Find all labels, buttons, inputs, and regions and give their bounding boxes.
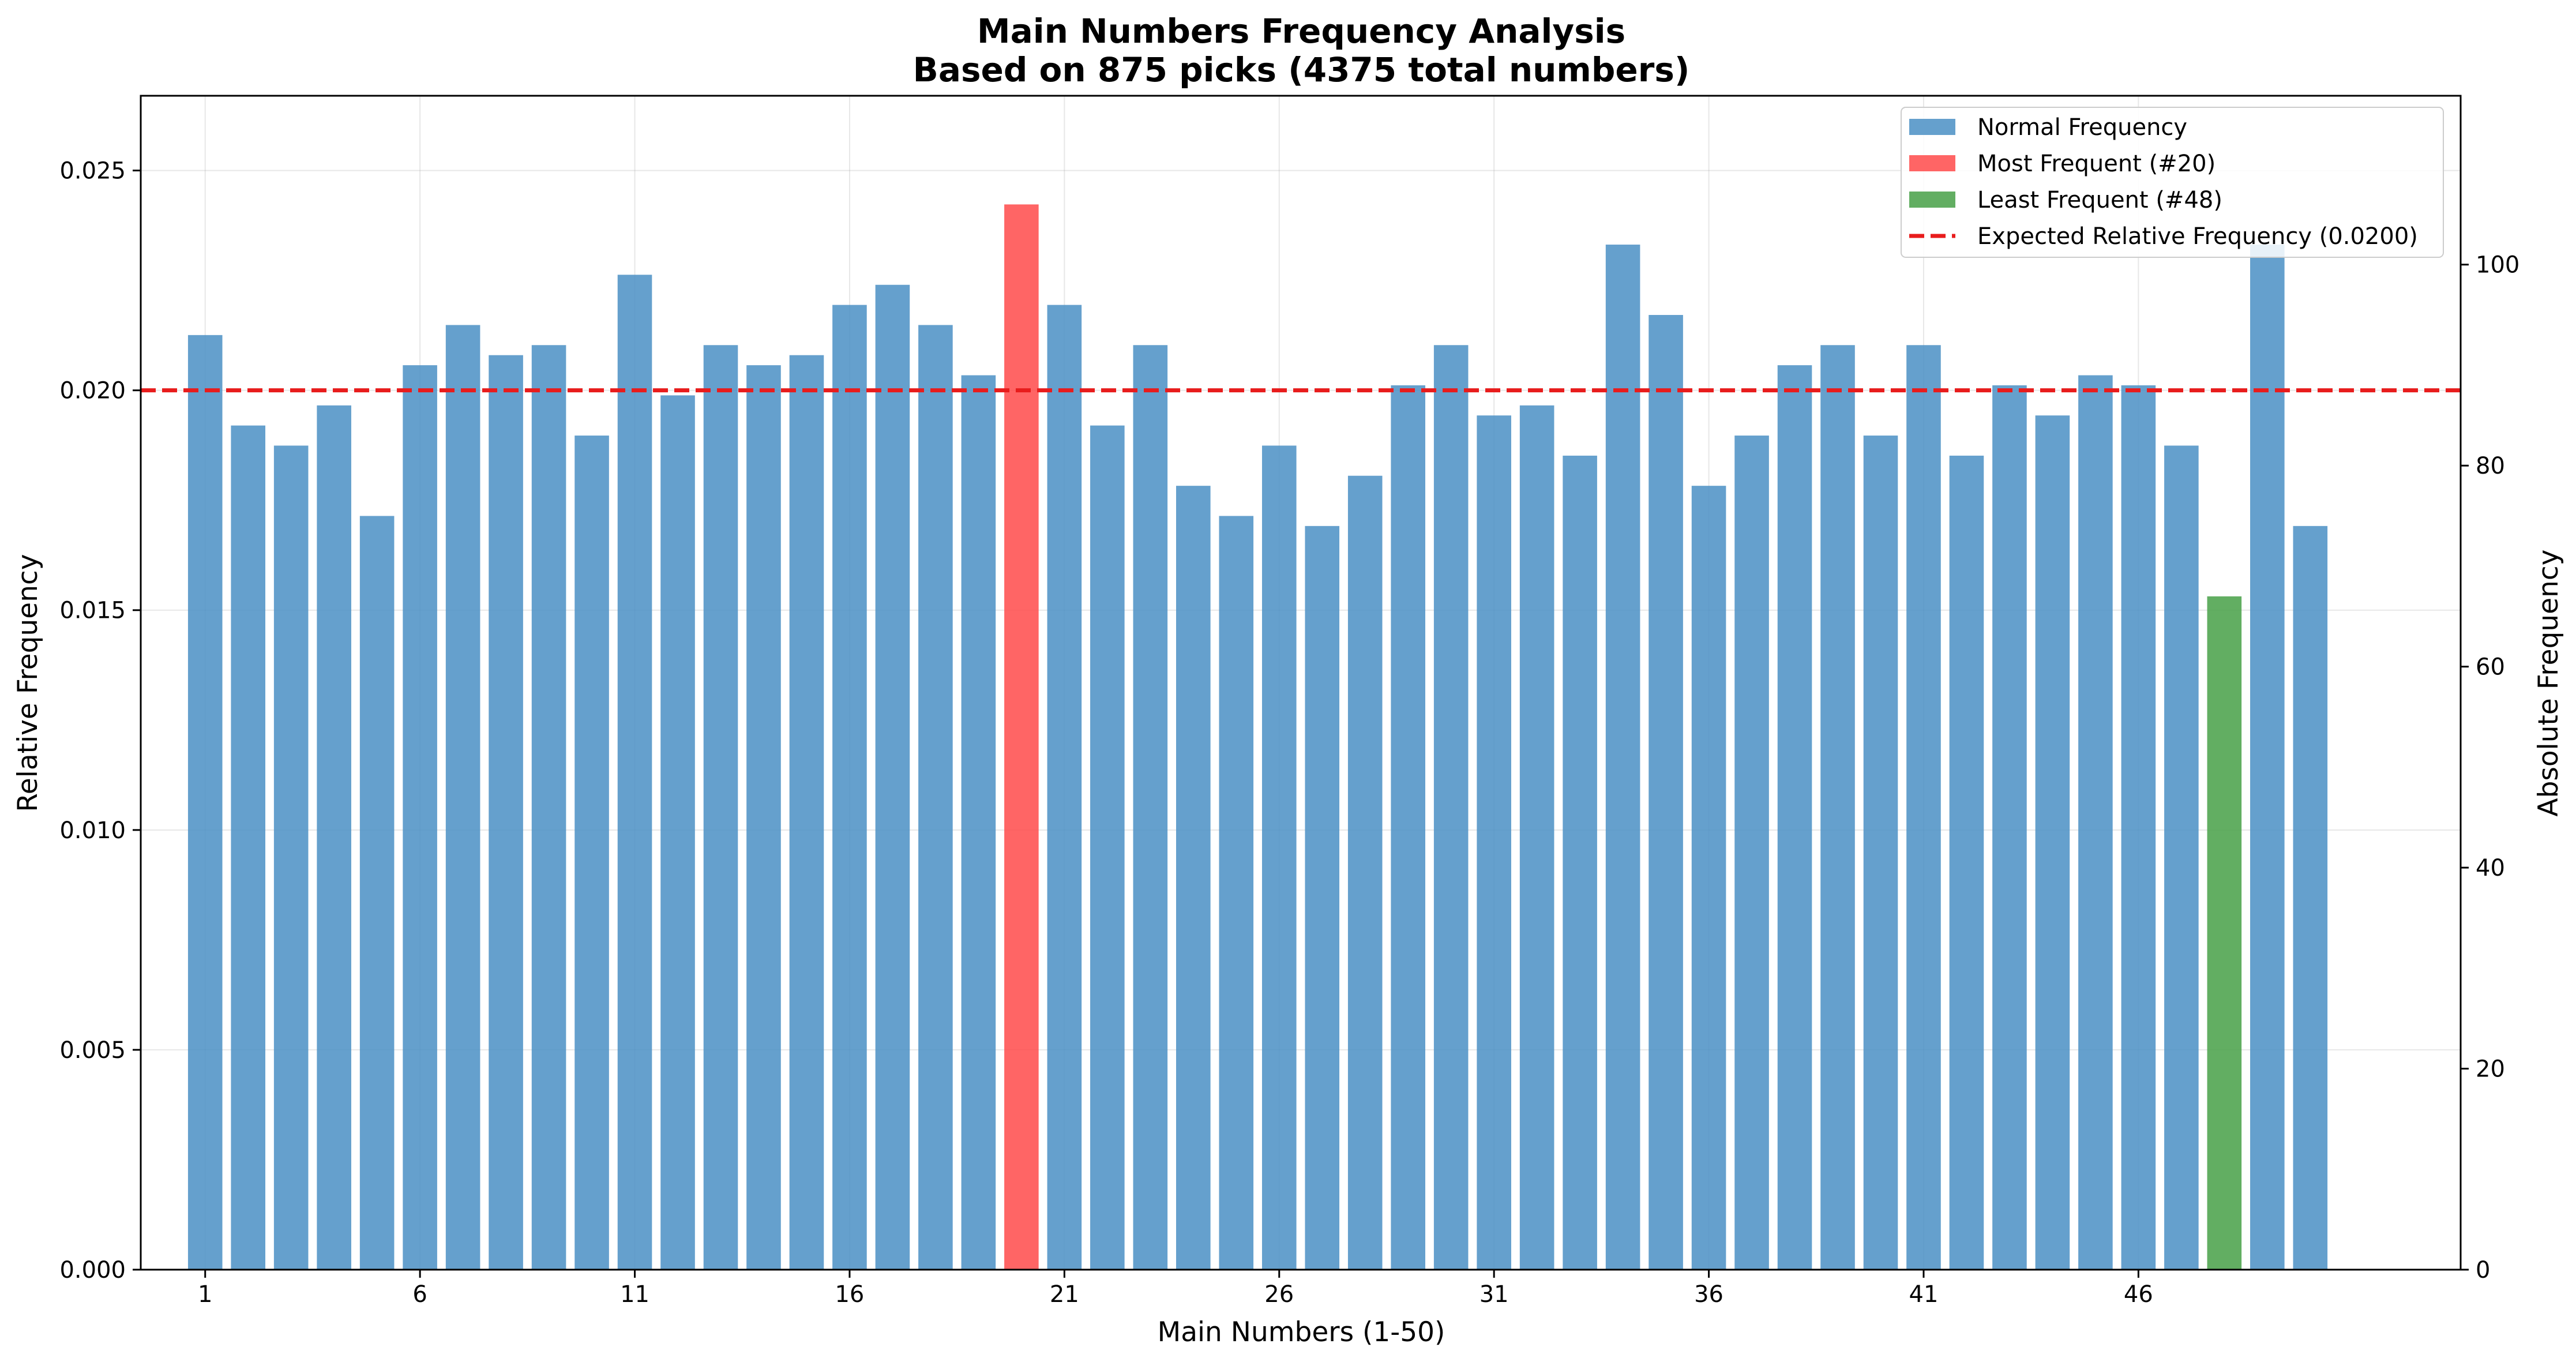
- bar-21: [1047, 305, 1082, 1270]
- x-axis-ticks: 1 6 11 16 21 26 31 36 41 46: [198, 1270, 2153, 1308]
- legend-label-least: Least Frequent (#48): [1977, 187, 2222, 213]
- bar-11: [617, 275, 652, 1270]
- y-axis-label: Relative Frequency: [12, 554, 44, 812]
- chart-title: Main Numbers Frequency Analysis: [977, 12, 1625, 51]
- bar-38: [1777, 365, 1812, 1270]
- bar-19: [961, 375, 996, 1270]
- x-tick-label: 46: [2124, 1281, 2153, 1308]
- bar-6: [403, 365, 437, 1270]
- x-tick-label: 36: [1694, 1281, 1723, 1308]
- plot-frame: [140, 95, 2462, 1271]
- bar-47: [2164, 445, 2199, 1270]
- chart-subtitle: Based on 875 picks (4375 total numbers): [913, 50, 1690, 89]
- bar-40: [1863, 436, 1898, 1270]
- bar-10: [574, 436, 609, 1270]
- y-tick-label: 0.020: [59, 378, 126, 404]
- x-tick-label: 11: [620, 1281, 649, 1308]
- bar-49: [2250, 245, 2285, 1270]
- bar-39: [1820, 345, 1855, 1270]
- bar-1: [187, 335, 223, 1270]
- y-axis-ticks: 0.000 0.005 0.010 0.015 0.020 0.025: [59, 158, 141, 1284]
- bar-3: [273, 445, 309, 1270]
- legend-label-normal: Normal Frequency: [1977, 114, 2187, 141]
- bar-24: [1176, 486, 1211, 1270]
- x-tick-label: 41: [1909, 1281, 1939, 1308]
- bar-4: [317, 405, 351, 1270]
- x-tick-label: 31: [1479, 1281, 1509, 1308]
- legend-label-expected: Expected Relative Frequency (0.0200): [1977, 223, 2418, 250]
- bar-42: [1949, 455, 1984, 1270]
- y2-axis-ticks: 0 20 40 60 80 100: [2461, 252, 2519, 1284]
- bar-8: [489, 355, 523, 1270]
- bar-37: [1734, 436, 1769, 1270]
- bar-32: [1519, 405, 1554, 1270]
- bar-23: [1133, 345, 1168, 1270]
- bar-36: [1691, 486, 1726, 1270]
- legend-label-most: Most Frequent (#20): [1977, 151, 2215, 177]
- bar-17: [875, 284, 910, 1270]
- y2-tick-label: 40: [2476, 855, 2505, 881]
- y2-tick-label: 100: [2476, 252, 2519, 279]
- bar-28: [1347, 475, 1383, 1270]
- y2-tick-label: 60: [2476, 654, 2505, 681]
- bar-34: [1605, 245, 1640, 1270]
- x-tick-label: 16: [835, 1281, 864, 1308]
- bar-43: [1992, 385, 2027, 1270]
- bar-27: [1305, 526, 1340, 1270]
- bar-16: [832, 305, 867, 1270]
- y-tick-label: 0.010: [59, 817, 126, 844]
- legend-swatch-normal: [1909, 119, 1955, 135]
- bar-2: [231, 425, 265, 1270]
- y-tick-label: 0.005: [59, 1037, 126, 1064]
- bar-50: [2293, 526, 2328, 1270]
- bar-35: [1649, 314, 1683, 1270]
- bar-most-frequent-20: [1004, 204, 1039, 1270]
- bar-46: [2121, 385, 2156, 1270]
- legend-swatch-most: [1909, 155, 1955, 171]
- bar-7: [445, 325, 480, 1270]
- bar-45: [2078, 375, 2113, 1270]
- bar-30: [1433, 345, 1469, 1270]
- bar-least-frequent-48: [2207, 596, 2242, 1270]
- bar-31: [1477, 415, 1511, 1270]
- x-tick-label: 1: [198, 1281, 212, 1308]
- legend: Normal Frequency Most Frequent (#20) Least…: [1901, 107, 2444, 258]
- bars: [187, 204, 2328, 1270]
- bar-9: [531, 345, 566, 1270]
- x-tick-label: 26: [1264, 1281, 1294, 1308]
- bar-18: [918, 325, 953, 1270]
- bar-14: [746, 365, 781, 1270]
- y2-tick-label: 20: [2476, 1056, 2505, 1083]
- bar-25: [1219, 516, 1254, 1270]
- bar-44: [2035, 415, 2070, 1270]
- bar-12: [660, 395, 695, 1270]
- y-tick-label: 0.015: [59, 598, 126, 624]
- bar-13: [703, 345, 738, 1270]
- bar-15: [789, 355, 824, 1270]
- bar-33: [1563, 455, 1597, 1270]
- x-tick-label: 21: [1050, 1281, 1079, 1308]
- y2-tick-label: 80: [2476, 453, 2505, 479]
- y-tick-label: 0.000: [59, 1257, 126, 1284]
- y2-tick-label: 0: [2476, 1257, 2490, 1284]
- bar-26: [1261, 445, 1297, 1270]
- legend-swatch-least: [1909, 192, 1955, 208]
- bar-29: [1391, 385, 1425, 1270]
- y-tick-label: 0.025: [59, 158, 126, 185]
- bar-22: [1090, 425, 1125, 1270]
- bar-41: [1906, 345, 1941, 1270]
- y2-axis-label: Absolute Frequency: [2533, 549, 2564, 816]
- x-tick-label: 6: [412, 1281, 427, 1308]
- legend-box: [1901, 107, 2444, 258]
- x-axis-label: Main Numbers (1-50): [1158, 1316, 1445, 1348]
- bar-5: [359, 516, 395, 1270]
